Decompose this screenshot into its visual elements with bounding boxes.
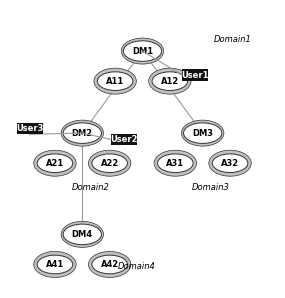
Ellipse shape: [34, 252, 76, 277]
FancyBboxPatch shape: [182, 69, 208, 81]
Ellipse shape: [149, 68, 191, 94]
Ellipse shape: [92, 255, 127, 274]
Ellipse shape: [61, 120, 103, 146]
Text: User1: User1: [182, 71, 209, 80]
Text: DM1: DM1: [132, 46, 153, 55]
Text: A42: A42: [101, 260, 119, 269]
Ellipse shape: [94, 68, 136, 94]
Ellipse shape: [88, 252, 131, 277]
Ellipse shape: [123, 41, 162, 61]
Text: A21: A21: [46, 159, 64, 168]
Text: A32: A32: [221, 159, 239, 168]
Ellipse shape: [209, 150, 251, 176]
Ellipse shape: [37, 255, 73, 274]
Ellipse shape: [184, 123, 222, 143]
Text: Domain4: Domain4: [118, 262, 156, 271]
Text: Domain3: Domain3: [192, 183, 230, 192]
Text: DM4: DM4: [72, 230, 93, 239]
Ellipse shape: [92, 154, 127, 173]
Ellipse shape: [37, 154, 73, 173]
Ellipse shape: [212, 154, 248, 173]
Ellipse shape: [121, 38, 164, 64]
Text: DM3: DM3: [192, 129, 213, 138]
FancyBboxPatch shape: [111, 134, 137, 145]
Text: User3: User3: [16, 124, 43, 133]
Ellipse shape: [182, 120, 224, 146]
Ellipse shape: [63, 123, 101, 143]
Ellipse shape: [88, 150, 131, 176]
Ellipse shape: [97, 72, 133, 91]
Ellipse shape: [154, 150, 197, 176]
Ellipse shape: [158, 154, 193, 173]
Text: Domain2: Domain2: [71, 183, 109, 192]
Text: A41: A41: [46, 260, 64, 269]
Ellipse shape: [61, 221, 103, 247]
Text: A12: A12: [161, 77, 179, 86]
Text: A22: A22: [101, 159, 119, 168]
FancyBboxPatch shape: [17, 123, 43, 134]
Ellipse shape: [152, 72, 188, 91]
Text: A11: A11: [106, 77, 124, 86]
Text: User2: User2: [110, 135, 138, 144]
Text: Domain1: Domain1: [214, 35, 251, 44]
Text: DM2: DM2: [72, 129, 93, 138]
Text: A31: A31: [166, 159, 184, 168]
Ellipse shape: [63, 224, 101, 245]
Ellipse shape: [34, 150, 76, 176]
